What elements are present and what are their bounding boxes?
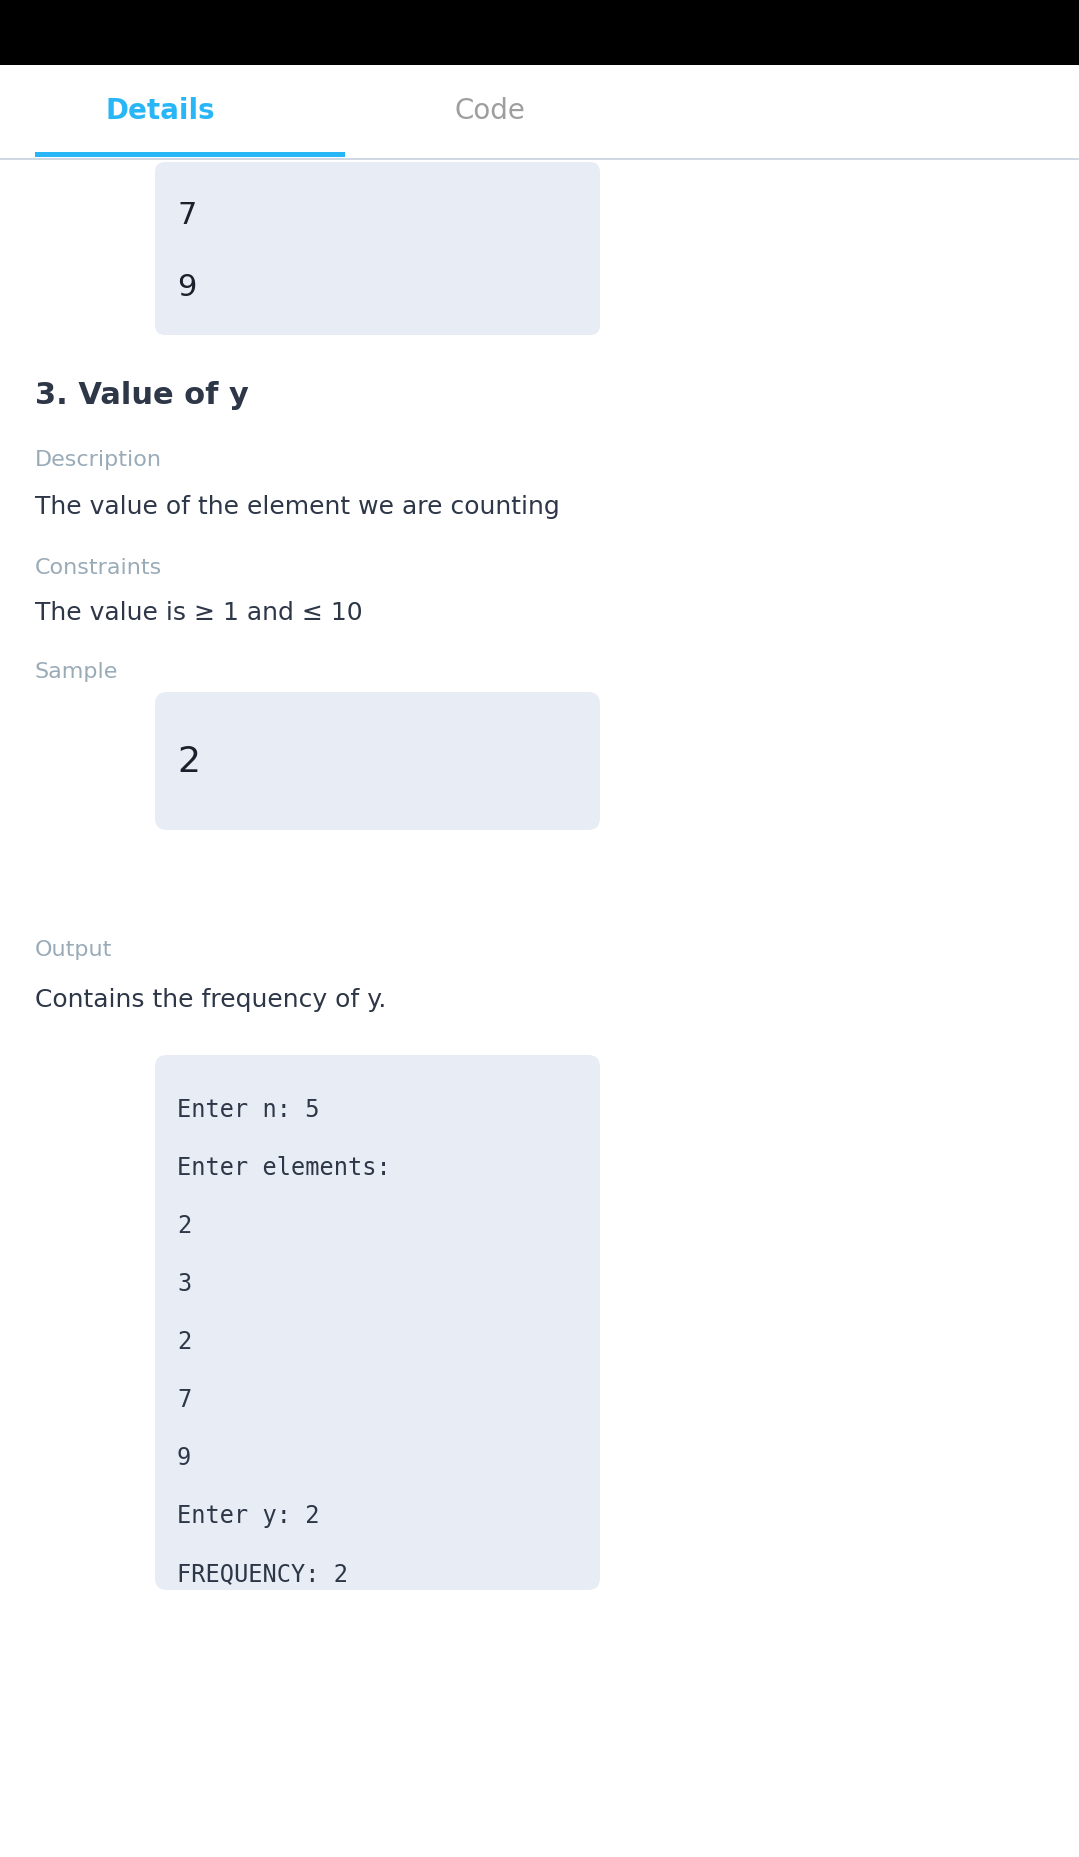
- Text: FREQUENCY: 2: FREQUENCY: 2: [177, 1562, 349, 1586]
- Text: 3: 3: [177, 1272, 191, 1296]
- Bar: [0, 158, 1079, 160]
- Text: Enter n: 5: Enter n: 5: [177, 1097, 319, 1122]
- Text: Output: Output: [35, 940, 112, 960]
- FancyBboxPatch shape: [155, 1055, 600, 1590]
- Text: 2: 2: [177, 745, 200, 778]
- Text: Sample: Sample: [35, 661, 119, 682]
- Text: 2: 2: [177, 1214, 191, 1239]
- Bar: [35, 152, 345, 158]
- Text: 7: 7: [177, 1387, 191, 1411]
- Text: 9: 9: [177, 273, 196, 303]
- Text: Contains the frequency of y.: Contains the frequency of y.: [35, 988, 386, 1012]
- Text: 7: 7: [177, 201, 196, 230]
- Text: Code: Code: [454, 97, 525, 124]
- Text: Description: Description: [35, 449, 162, 470]
- Text: Details: Details: [105, 97, 215, 124]
- Text: The value of the element we are counting: The value of the element we are counting: [35, 496, 560, 518]
- FancyBboxPatch shape: [155, 162, 600, 334]
- Text: The value is ≥ 1 and ≤ 10: The value is ≥ 1 and ≤ 10: [35, 602, 363, 626]
- Text: Enter elements:: Enter elements:: [177, 1157, 391, 1179]
- Text: 3. Value of y: 3. Value of y: [35, 381, 249, 410]
- Text: Constraints: Constraints: [35, 557, 162, 578]
- Text: 9: 9: [177, 1447, 191, 1471]
- Text: Enter y: 2: Enter y: 2: [177, 1504, 319, 1528]
- FancyBboxPatch shape: [155, 693, 600, 830]
- Bar: [0, 0, 1079, 65]
- Text: 2: 2: [177, 1330, 191, 1354]
